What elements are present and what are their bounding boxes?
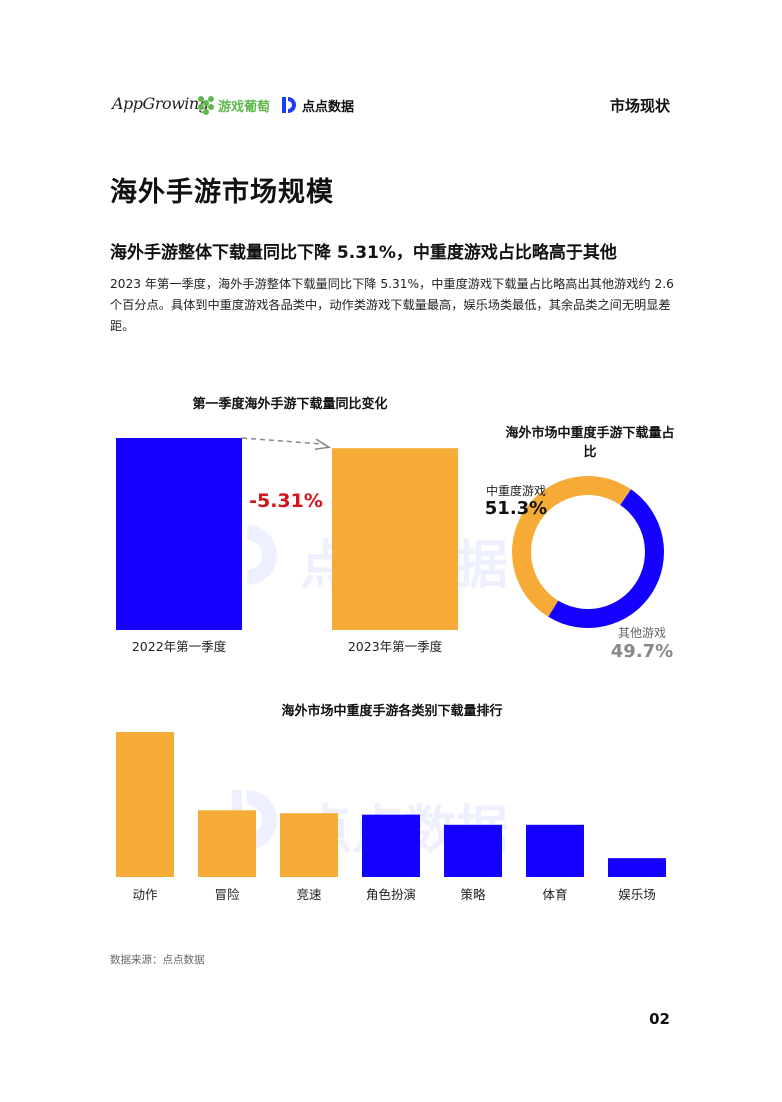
category-bar — [526, 824, 584, 877]
category-label: 体育 — [542, 887, 567, 902]
trend-arrow-line — [241, 437, 325, 445]
diandian-icon — [282, 97, 296, 113]
diandian-logo: 点点数据 — [302, 100, 355, 115]
donut-label-other: 其他游戏 — [618, 626, 666, 640]
category-bar — [116, 732, 174, 877]
page-number: 02 — [649, 1010, 670, 1028]
yoy-bar-label: 2022年第一季度 — [132, 639, 227, 654]
donut-label-heavy: 中重度游戏 — [486, 483, 546, 498]
chart3-title: 海外市场中重度手游各类别下载量排行 — [281, 704, 503, 719]
donut-slice — [511, 475, 631, 617]
category-label: 竞速 — [296, 887, 322, 902]
chart1-title: 第一季度海外手游下载量同比变化 — [192, 397, 388, 412]
yoy-change-label: -5.31% — [249, 490, 323, 512]
category-label: 策略 — [460, 887, 486, 902]
donut-slice — [548, 489, 664, 628]
data-source: 数据来源：点点数据 — [110, 954, 205, 966]
section-tag: 市场现状 — [609, 97, 670, 115]
category-bar — [362, 814, 420, 877]
category-label: 冒险 — [214, 887, 240, 902]
arrow-head — [314, 438, 332, 450]
yoy-bar — [116, 438, 242, 630]
grape-icon — [198, 96, 214, 115]
category-label: 娱乐场 — [618, 887, 656, 902]
yoy-bar-chart: 2022年第一季度 2023年第一季度 -5.31% — [116, 437, 458, 654]
youxiputao-logo: 游戏葡萄 — [218, 100, 271, 115]
category-bar — [280, 813, 338, 877]
category-label: 动作 — [132, 887, 158, 902]
page-title: 海外手游市场规模 — [110, 177, 334, 208]
body-text: 2023 年第一季度，海外手游整体下载量同比下降 5.31%，中重度游戏下载量占… — [110, 277, 674, 333]
category-bar-chart: 动作 冒险 竞速 角色扮演 策略 体育 娱乐场 — [116, 732, 666, 902]
yoy-bar — [332, 448, 458, 630]
category-label: 角色扮演 — [366, 887, 416, 902]
donut-value-other: 49.7% — [611, 641, 673, 662]
appgrowing-logo: AppGrowing — [112, 94, 209, 113]
category-bar — [444, 824, 502, 877]
subtitle: 海外手游整体下载量同比下降 5.31%，中重度游戏占比略高于其他 — [110, 243, 617, 263]
yoy-bar-label: 2023年第一季度 — [348, 639, 443, 654]
category-bar — [198, 810, 256, 877]
category-bar — [608, 858, 666, 877]
chart2-title: 海外市场中重度手游下载量占比 — [505, 426, 675, 460]
donut-value-heavy: 51.3% — [485, 498, 547, 519]
